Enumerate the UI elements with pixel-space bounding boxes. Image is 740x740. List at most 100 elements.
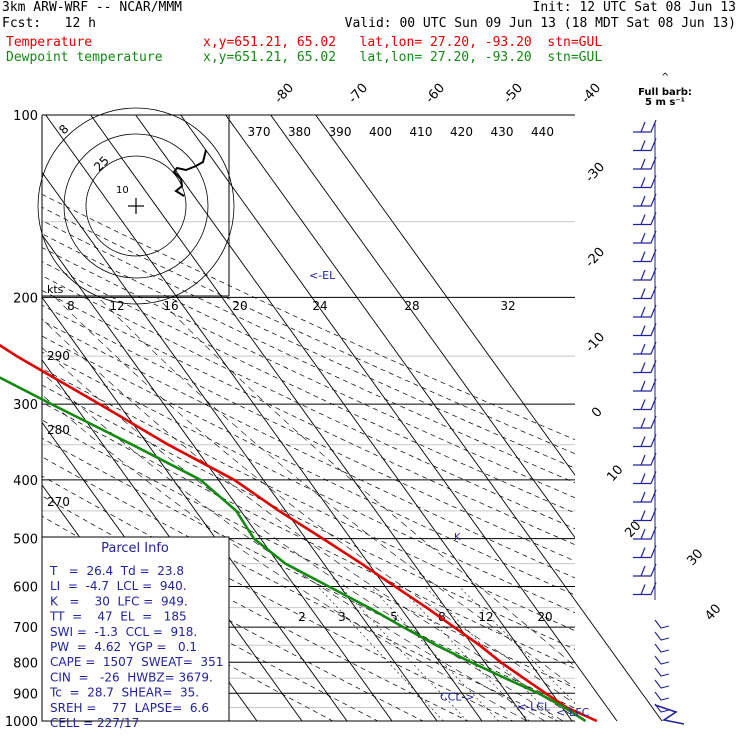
- wind-barb: [640, 380, 646, 392]
- parcel-info-row: CIN = -26 HWBZ= 3679.: [50, 670, 213, 684]
- lcl-marker: <-LCL: [517, 701, 551, 714]
- mixing-ratio-label: 12: [478, 610, 493, 624]
- isotherm-line: [42, 296, 348, 721]
- mixing-ratio-line: [424, 586, 558, 721]
- forecast-hour: Fcst: 12 h: [2, 16, 96, 31]
- isotherm-label: 10: [604, 462, 626, 484]
- isotherm-label: -80: [272, 81, 297, 107]
- barb-legend-title: Full barb:: [638, 87, 692, 98]
- wind-barb: [640, 399, 646, 410]
- mixing-ratio-label: 3: [338, 610, 346, 624]
- barb-legend-value: 5 m s⁻¹: [645, 97, 685, 108]
- temperature-legend: Temperature: [6, 35, 93, 50]
- wind-barb: [640, 547, 646, 558]
- hodograph-ring-label: 8: [56, 122, 71, 137]
- hodograph-speed-label: 20: [232, 299, 247, 313]
- dry-adiabat-line: [42, 220, 575, 469]
- wind-barb: [633, 397, 657, 411]
- wind-barb: [633, 156, 657, 170]
- theta-label: 390: [329, 125, 352, 139]
- wind-barb: [640, 491, 646, 503]
- wind-barb: [640, 565, 646, 577]
- parcel-info-row: K = 30 LFC = 949.: [50, 594, 188, 608]
- wind-barb: [640, 362, 646, 373]
- wind-barb: [654, 704, 685, 725]
- wind-barb: [654, 703, 670, 713]
- isotherm-label: 40: [702, 601, 724, 623]
- moist-adiabat-line: [42, 318, 575, 718]
- valid-time: Valid: 00 UTC Sun 09 Jun 13 (18 MDT Sat …: [344, 16, 736, 31]
- wind-barb: [633, 489, 657, 503]
- isotherm-label: -60: [423, 81, 448, 107]
- dewpoint-legend: Dewpoint temperature: [6, 50, 163, 65]
- hodograph-speed-label: 24: [312, 299, 327, 313]
- wind-barb: [640, 232, 646, 244]
- hodograph-ring: [37, 107, 235, 305]
- parcel-info-row: CAPE = 1507 SWEAT= 351: [50, 655, 223, 669]
- wind-barb: [654, 655, 670, 665]
- mixing-ratio-line: [458, 586, 575, 704]
- pressure-label: 600: [13, 581, 38, 596]
- theta-label: 290: [47, 349, 70, 363]
- isotherm-line: [180, 115, 575, 664]
- isotherm-label: 0: [589, 405, 606, 421]
- dry-adiabat-line: [42, 193, 575, 441]
- wind-barb: [633, 545, 657, 559]
- isotherm-line: [135, 115, 573, 721]
- isotherm-line: [90, 115, 528, 721]
- wind-barb: [633, 415, 657, 429]
- hodograph-trace: [172, 149, 207, 197]
- wind-barb: [640, 177, 646, 188]
- dry-adiabat-line: [42, 261, 575, 514]
- wind-barb: [640, 436, 646, 447]
- wind-barb: [640, 158, 646, 170]
- mixing-ratio-label: 5: [390, 610, 398, 624]
- theta-label: 420: [450, 125, 473, 139]
- isotherm-line: [315, 115, 575, 476]
- parcel-info-row: T = 26.4 Td = 23.8: [49, 564, 184, 578]
- theta-label: 410: [410, 125, 433, 139]
- barb-legend-arrow: ^: [661, 72, 669, 83]
- theta-label: 270: [47, 495, 70, 509]
- dry-adiabat-line: [42, 419, 575, 689]
- theta-label: 370: [248, 125, 271, 139]
- dry-adiabat-line: [42, 456, 559, 721]
- wind-barb: [633, 434, 657, 448]
- wind-barb: [633, 526, 657, 540]
- k-index-marker: K: [454, 532, 461, 543]
- pressure-label: 300: [13, 398, 38, 413]
- isotherm-line: [42, 234, 393, 721]
- dry-adiabat-line: [42, 247, 575, 499]
- wind-barb: [640, 584, 646, 595]
- wind-barb: [633, 267, 657, 281]
- wind-barb: [633, 119, 657, 133]
- dewpoint-location: x,y=651.21, 65.02 lat,lon= 27.20, -93.20…: [203, 50, 603, 65]
- wind-barb: [654, 691, 670, 701]
- moist-adiabat-line: [42, 372, 546, 721]
- wind-barb: [640, 325, 646, 336]
- isotherm-label: -50: [501, 81, 526, 107]
- wind-barb: [654, 631, 670, 641]
- hodograph-ring: [63, 133, 209, 279]
- pressure-label: 100: [13, 109, 38, 124]
- parcel-info-row: TT = 47 EL = 185: [49, 610, 187, 624]
- wind-barb: [633, 304, 657, 318]
- isotherm-label: -40: [579, 81, 604, 107]
- wind-barb: [633, 471, 657, 485]
- parcel-info-row: Tc = 28.7 SHEAR= 35.: [49, 686, 199, 700]
- hodograph-ring-label: 10: [116, 185, 129, 196]
- hodograph-ring: [85, 155, 187, 257]
- wind-barb: [640, 121, 646, 133]
- wind-barb: [640, 288, 646, 299]
- ccl-marker: CCL->: [440, 690, 474, 703]
- wind-barb: [633, 249, 657, 263]
- isotherm-label: -70: [346, 81, 371, 107]
- wind-barb: [640, 510, 646, 521]
- wind-barb: [633, 286, 657, 300]
- wind-barb: [640, 140, 646, 151]
- wind-barb: [633, 452, 657, 466]
- isotherm-line: [42, 171, 438, 721]
- isotherm-line: [45, 115, 483, 721]
- pressure-label: 200: [13, 291, 38, 306]
